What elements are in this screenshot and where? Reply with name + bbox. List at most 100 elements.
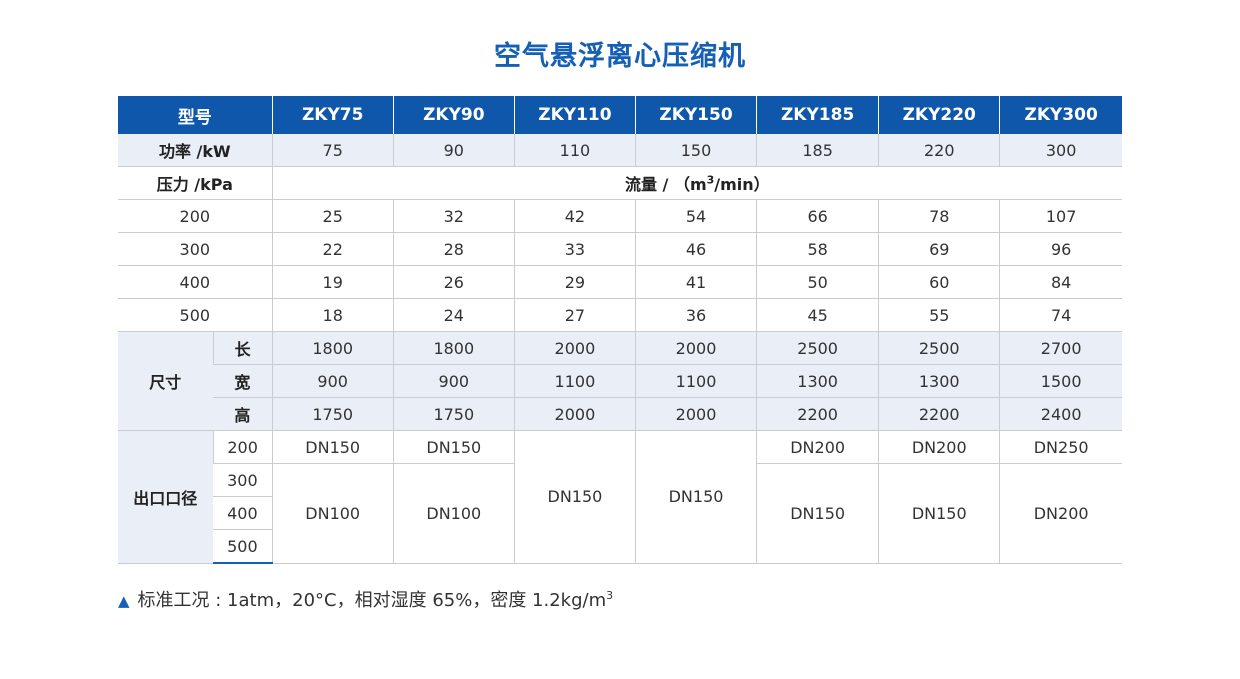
flow-cell: 107 (999, 199, 1122, 233)
power-cell: 75 (271, 134, 394, 167)
dimension-cell: 2200 (756, 397, 879, 431)
flow-cell: 66 (756, 199, 879, 233)
dimension-cell: 2400 (999, 397, 1122, 431)
flow-cell: 26 (392, 265, 515, 299)
dimension-cell: 1300 (878, 364, 1000, 398)
power-label: 功率 /kW (118, 134, 273, 167)
power-cell: 90 (392, 134, 515, 167)
outlet-cell: DN100 (392, 463, 515, 564)
model-header: 型号 (118, 96, 273, 134)
footnote-sup: 3 (606, 589, 614, 602)
power-cell: 300 (999, 134, 1122, 167)
flow-cell: 74 (999, 298, 1122, 332)
power-row: 功率 /kW 75 90 110 150 185 220 300 (118, 134, 1122, 167)
model-header-cell: ZKY300 (999, 96, 1122, 134)
dimension-cell: 2500 (756, 331, 879, 365)
flow-cell: 55 (878, 298, 1000, 332)
triangle-icon: ▲ (118, 592, 130, 610)
dimension-row: 尺寸 长 1800 1800 2000 2000 2500 2500 2700 (118, 331, 1122, 431)
flow-cell: 29 (513, 265, 636, 299)
flow-cell: 54 (634, 199, 757, 233)
model-header-cell: ZKY150 (634, 96, 757, 134)
flow-cell: 25 (271, 199, 394, 233)
flow-cell: 28 (392, 232, 515, 266)
flow-pressure-cell: 300 (118, 232, 273, 266)
dimension-cell: 2000 (634, 331, 757, 365)
dimension-cell: 1300 (756, 364, 879, 398)
outlet-cell: DN250 (999, 430, 1122, 464)
dimension-sub-label: 宽 (213, 364, 273, 398)
flow-cell: 41 (634, 265, 757, 299)
model-header-cell: ZKY220 (878, 96, 1000, 134)
power-cell: 185 (756, 134, 879, 167)
flow-label-prefix: 流量 / （m (624, 175, 707, 194)
outlet-row: 400 (118, 496, 1122, 530)
outlet-pressure-cell: 300 (213, 463, 273, 497)
dimension-cell: 2700 (999, 331, 1122, 365)
outlet-row: 300 DN100 DN100 DN150 DN150 DN200 (118, 463, 1122, 564)
dimension-cell: 2200 (878, 397, 1000, 431)
header-row: 型号 ZKY75 ZKY90 ZKY110 ZKY150 ZKY185 ZKY2… (118, 96, 1122, 134)
outlet-pressure-cell: 500 (213, 529, 273, 564)
flow-cell: 45 (756, 298, 879, 332)
flow-cell: 42 (513, 199, 636, 233)
outlet-merged-cell: DN150 (634, 430, 757, 564)
model-header-cell: ZKY185 (756, 96, 879, 134)
outlet-cell: DN100 (271, 463, 394, 564)
flow-row: 400 19 26 29 41 50 60 84 (118, 265, 1122, 299)
flow-cell: 27 (513, 298, 636, 332)
power-cell: 110 (513, 134, 636, 167)
flow-row: 500 18 24 27 36 45 55 74 (118, 298, 1122, 332)
outlet-cell: DN150 (271, 430, 394, 464)
flow-cell: 60 (878, 265, 1000, 299)
flow-cell: 24 (392, 298, 515, 332)
model-header-cell: ZKY110 (513, 96, 636, 134)
outlet-row: 500 (118, 529, 1122, 564)
flow-label: 流量 / （m3/min） (271, 166, 1122, 200)
dimension-cell: 1750 (392, 397, 515, 431)
dimension-cell: 1800 (392, 331, 515, 365)
footnote: ▲ 标准工况 : 1atm，20°C，相对湿度 65%，密度 1.2kg/m3 (118, 586, 613, 612)
dimension-sub-label: 长 (212, 331, 273, 365)
footnote-text: 标准工况 : 1atm，20°C，相对湿度 65%，密度 1.2kg/m (137, 590, 607, 611)
dimension-sub-label: 高 (213, 397, 273, 431)
outlet-cell: DN150 (878, 463, 1000, 564)
flow-row: 200 25 32 42 54 66 78 107 (118, 199, 1122, 233)
flow-pressure-cell: 400 (118, 265, 273, 299)
spec-table: 型号 ZKY75 ZKY90 ZKY110 ZKY150 ZKY185 ZKY2… (118, 96, 1122, 564)
model-header-cell: ZKY75 (271, 96, 394, 134)
flow-cell: 19 (271, 265, 394, 299)
outlet-pressure-cell: 200 (212, 430, 273, 464)
flow-label-suffix: /min） (714, 175, 770, 194)
flow-pressure-cell: 500 (118, 298, 273, 332)
outlet-label: 出口口径 (118, 430, 214, 564)
dimension-cell: 1750 (271, 397, 394, 431)
outlet-merged-cell: DN150 (513, 430, 636, 564)
flow-cell: 36 (634, 298, 757, 332)
dimension-row: 高 1750 1750 2000 2000 2200 2200 2400 (118, 397, 1122, 431)
flow-row: 300 22 28 33 46 58 69 96 (118, 232, 1122, 266)
flow-cell: 46 (634, 232, 757, 266)
outlet-cell: DN150 (756, 463, 879, 564)
dimensions-label: 尺寸 (118, 331, 214, 431)
flow-cell: 18 (271, 298, 394, 332)
outlet-cell: DN150 (392, 430, 515, 464)
dimension-cell: 1800 (271, 331, 394, 365)
dimension-cell: 1500 (999, 364, 1122, 398)
flow-label-sup: 3 (706, 173, 715, 187)
flow-cell: 22 (271, 232, 394, 266)
page-title: 空气悬浮离心压缩机 (494, 41, 746, 72)
dimension-row: 宽 900 900 1100 1100 1300 1300 1500 (118, 364, 1122, 398)
flow-cell: 50 (756, 265, 879, 299)
outlet-cell: DN200 (756, 430, 879, 464)
flow-cell: 32 (392, 199, 515, 233)
power-cell: 150 (634, 134, 757, 167)
flow-cell: 33 (513, 232, 636, 266)
outlet-cell: DN200 (878, 430, 1000, 464)
outlet-row: 出口口径 200 DN150 DN150 DN150 DN150 DN200 D… (118, 430, 1122, 564)
model-header-cell: ZKY90 (392, 96, 515, 134)
flow-pressure-cell: 200 (118, 199, 273, 233)
dimension-cell: 2000 (634, 397, 757, 431)
dimension-cell: 900 (392, 364, 515, 398)
dimension-cell: 2000 (513, 331, 636, 365)
